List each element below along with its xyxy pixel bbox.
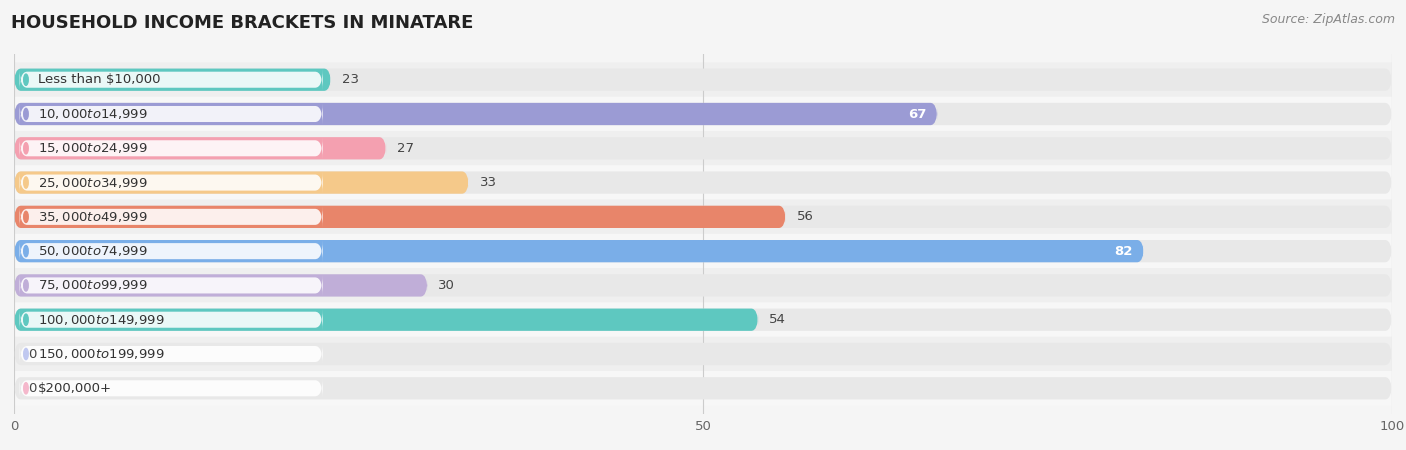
FancyBboxPatch shape: [20, 69, 323, 90]
FancyBboxPatch shape: [14, 165, 1392, 200]
FancyBboxPatch shape: [14, 68, 1392, 91]
Text: 0: 0: [28, 347, 37, 360]
FancyBboxPatch shape: [14, 137, 387, 159]
Circle shape: [24, 108, 28, 120]
Text: 67: 67: [908, 108, 927, 121]
FancyBboxPatch shape: [14, 377, 1392, 400]
Text: Source: ZipAtlas.com: Source: ZipAtlas.com: [1261, 14, 1395, 27]
FancyBboxPatch shape: [14, 274, 1392, 297]
Text: $200,000+: $200,000+: [38, 382, 112, 395]
FancyBboxPatch shape: [14, 302, 1392, 337]
FancyBboxPatch shape: [14, 274, 427, 297]
FancyBboxPatch shape: [20, 206, 323, 228]
FancyBboxPatch shape: [14, 137, 1392, 159]
FancyBboxPatch shape: [14, 199, 1392, 234]
FancyBboxPatch shape: [14, 337, 1392, 371]
FancyBboxPatch shape: [14, 309, 1392, 331]
Circle shape: [24, 314, 28, 325]
Text: 23: 23: [342, 73, 359, 86]
FancyBboxPatch shape: [14, 268, 1392, 303]
Text: 33: 33: [479, 176, 496, 189]
FancyBboxPatch shape: [14, 234, 1392, 269]
FancyBboxPatch shape: [14, 343, 1392, 365]
Text: Less than $10,000: Less than $10,000: [38, 73, 160, 86]
Text: $15,000 to $24,999: $15,000 to $24,999: [38, 141, 148, 155]
Circle shape: [24, 280, 28, 291]
Circle shape: [24, 74, 28, 86]
FancyBboxPatch shape: [14, 171, 1392, 193]
FancyBboxPatch shape: [14, 206, 1392, 228]
Circle shape: [24, 382, 28, 394]
Text: $100,000 to $149,999: $100,000 to $149,999: [38, 313, 165, 327]
Circle shape: [24, 143, 28, 154]
FancyBboxPatch shape: [14, 240, 1392, 262]
FancyBboxPatch shape: [20, 103, 323, 125]
FancyBboxPatch shape: [14, 309, 758, 331]
FancyBboxPatch shape: [20, 274, 323, 296]
FancyBboxPatch shape: [14, 171, 468, 193]
FancyBboxPatch shape: [20, 172, 323, 194]
FancyBboxPatch shape: [20, 240, 323, 262]
Text: HOUSEHOLD INCOME BRACKETS IN MINATARE: HOUSEHOLD INCOME BRACKETS IN MINATARE: [11, 14, 474, 32]
Text: 56: 56: [797, 210, 814, 223]
Text: 30: 30: [439, 279, 456, 292]
FancyBboxPatch shape: [14, 371, 1392, 405]
Text: $10,000 to $14,999: $10,000 to $14,999: [38, 107, 148, 121]
Text: 27: 27: [396, 142, 415, 155]
FancyBboxPatch shape: [14, 131, 1392, 166]
FancyBboxPatch shape: [14, 68, 330, 91]
Text: $150,000 to $199,999: $150,000 to $199,999: [38, 347, 165, 361]
FancyBboxPatch shape: [14, 240, 1144, 262]
Circle shape: [24, 348, 28, 360]
Text: $25,000 to $34,999: $25,000 to $34,999: [38, 176, 148, 189]
FancyBboxPatch shape: [20, 309, 323, 331]
Circle shape: [24, 177, 28, 188]
Circle shape: [24, 211, 28, 222]
Text: 0: 0: [28, 382, 37, 395]
FancyBboxPatch shape: [14, 97, 1392, 131]
FancyBboxPatch shape: [14, 103, 938, 125]
Text: $75,000 to $99,999: $75,000 to $99,999: [38, 279, 148, 292]
Text: 82: 82: [1115, 245, 1133, 258]
FancyBboxPatch shape: [14, 63, 1392, 97]
Text: $35,000 to $49,999: $35,000 to $49,999: [38, 210, 148, 224]
Circle shape: [24, 246, 28, 257]
FancyBboxPatch shape: [20, 343, 323, 365]
FancyBboxPatch shape: [14, 206, 786, 228]
FancyBboxPatch shape: [20, 137, 323, 159]
Text: $50,000 to $74,999: $50,000 to $74,999: [38, 244, 148, 258]
FancyBboxPatch shape: [20, 378, 323, 399]
FancyBboxPatch shape: [14, 103, 1392, 125]
Text: 54: 54: [769, 313, 786, 326]
